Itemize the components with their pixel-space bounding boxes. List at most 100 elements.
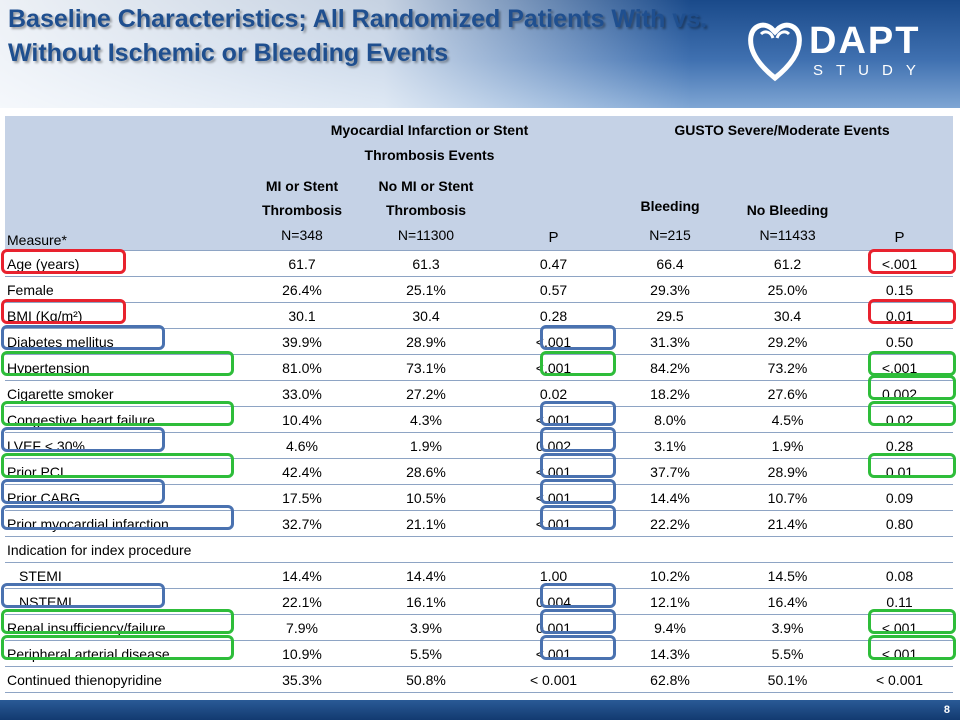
table-row: Prior PCI 42.4% 28.6% <.001 37.7% 28.9% 0.01 [5,458,954,485]
cell-nomi: 50.8% [356,666,496,693]
cell-measure: Peripheral arterial disease [5,640,248,667]
cell-p2: < 0.001 [846,666,954,693]
group-header-gusto: GUSTO Severe/Moderate Events [674,122,890,138]
cell-p2: 0.15 [846,276,954,303]
cell-mi: 10.4% [248,406,356,433]
cell-nobleed: 1.9% [729,432,847,459]
cell-nobleed: 73.2% [729,354,847,381]
cell-nomi: 73.1% [356,354,496,381]
cell-mi: 26.4% [248,276,356,303]
cell-mi: 42.4% [248,458,356,485]
cell-p2: 0.002 [846,380,954,407]
cell-measure: BMI (Kg/m²) [5,302,248,329]
cell-mi: 81.0% [248,354,356,381]
table-row: Age (years) 61.7 61.3 0.47 66.4 61.2 <.001 [5,250,954,277]
cell-measure: Cigarette smoker [5,380,248,407]
cell-nomi: 14.4% [356,562,496,589]
cell-nobleed: 16.4% [729,588,847,615]
cell-nomi: 21.1% [356,510,496,537]
cell-nomi: 10.5% [356,484,496,511]
logo-word: DAPT [809,20,921,62]
col-bleed-label: Bleeding [640,198,700,214]
dapt-logo: DAPT STUDY [745,18,955,88]
cell-mi: 33.0% [248,380,356,407]
cell-p2 [846,536,954,563]
cell-p2: 0.08 [846,562,954,589]
cell-measure: Renal insufficiency/failure [5,614,248,641]
cell-measure: Age (years) [5,250,248,277]
cell-nomi: 4.3% [356,406,496,433]
table-row: STEMI 14.4% 14.4% 1.00 10.2% 14.5% 0.08 [5,562,954,589]
cell-p1: < 0.001 [496,666,612,693]
table-row: LVEF < 30% 4.6% 1.9% 0.002 3.1% 1.9% 0.28 [5,432,954,459]
col-nomi: No MI or Stent Thrombosis N=11300 [356,170,496,251]
logo-subtitle: STUDY [813,62,929,79]
cell-nobleed: 10.7% [729,484,847,511]
cell-p1: 0.02 [496,380,612,407]
cell-p2: 0.11 [846,588,954,615]
cell-bleed: 18.2% [611,380,730,407]
heart-shield-icon [748,22,802,82]
col-nobleed-n: N=11433 [759,227,816,243]
cell-nobleed: 27.6% [729,380,847,407]
cell-bleed: 29.3% [611,276,730,303]
cell-nobleed: 3.9% [729,614,847,641]
cell-mi: 30.1 [248,302,356,329]
cell-nomi: 27.2% [356,380,496,407]
cell-nobleed: 5.5% [729,640,847,667]
cell-nobleed: 14.5% [729,562,847,589]
cell-nobleed [729,536,847,563]
table-row: Indication for index procedure [5,536,954,563]
cell-measure: Continued thienopyridine [5,666,248,693]
cell-nobleed: 28.9% [729,458,847,485]
cell-nomi: 25.1% [356,276,496,303]
cell-bleed: 29.5 [611,302,730,329]
cell-nomi: 61.3 [356,250,496,277]
cell-nomi: 1.9% [356,432,496,459]
cell-mi [248,536,356,563]
cell-measure: Prior PCI [5,458,248,485]
cell-nomi: 3.9% [356,614,496,641]
col-nomi-line1: No MI or Stent [378,178,474,194]
cell-measure: Prior CABG [5,484,248,511]
cell-p1 [496,536,612,563]
cell-nobleed: 25.0% [729,276,847,303]
col-mi-line1: MI or Stent [265,178,339,194]
cell-p2: <.001 [846,250,954,277]
cell-measure: NSTEMI [5,588,248,615]
cell-p1: <.001 [496,328,612,355]
cell-p1: <.001 [496,640,612,667]
cell-p2: 0.01 [846,458,954,485]
header-fade [0,0,960,108]
cell-nobleed: 21.4% [729,510,847,537]
cell-measure: Diabetes mellitus [5,328,248,355]
cell-bleed: 31.3% [611,328,730,355]
table-row: Female 26.4% 25.1% 0.57 29.3% 25.0% 0.15 [5,276,954,303]
table-row: Hypertension 81.0% 73.1% <.001 84.2% 73.2% <.0… [5,354,954,381]
cell-p1: 0.28 [496,302,612,329]
cell-p1: <.001 [496,484,612,511]
cell-p2: 0.28 [846,432,954,459]
cell-bleed [611,536,730,563]
col-nobleed: No Bleeding N=11433 [729,170,847,251]
cell-measure: Indication for index procedure [5,536,248,563]
cell-nobleed: 30.4 [729,302,847,329]
cell-p2: 0.50 [846,328,954,355]
col-nomi-n: N=11300 [397,227,455,243]
cell-nomi [356,536,496,563]
cell-mi: 22.1% [248,588,356,615]
cell-p2: <.001 [846,614,954,641]
cell-p2: <.001 [846,640,954,667]
col-p1: P [496,170,612,251]
cell-nobleed: 50.1% [729,666,847,693]
table-body: Age (years) 61.7 61.3 0.47 66.4 61.2 <.001 Fema… [5,250,954,693]
table-row: BMI (Kg/m²) 30.1 30.4 0.28 29.5 30.4 0.01 [5,302,954,329]
cell-p1: 1.00 [496,562,612,589]
col-nomi-line2: Thrombosis [385,202,467,218]
cell-nomi: 28.9% [356,328,496,355]
col-bleed-n: N=215 [649,227,691,243]
cell-bleed: 8.0% [611,406,730,433]
cell-mi: 61.7 [248,250,356,277]
page-number: 8 [943,704,950,716]
cell-p2: 0.01 [846,302,954,329]
